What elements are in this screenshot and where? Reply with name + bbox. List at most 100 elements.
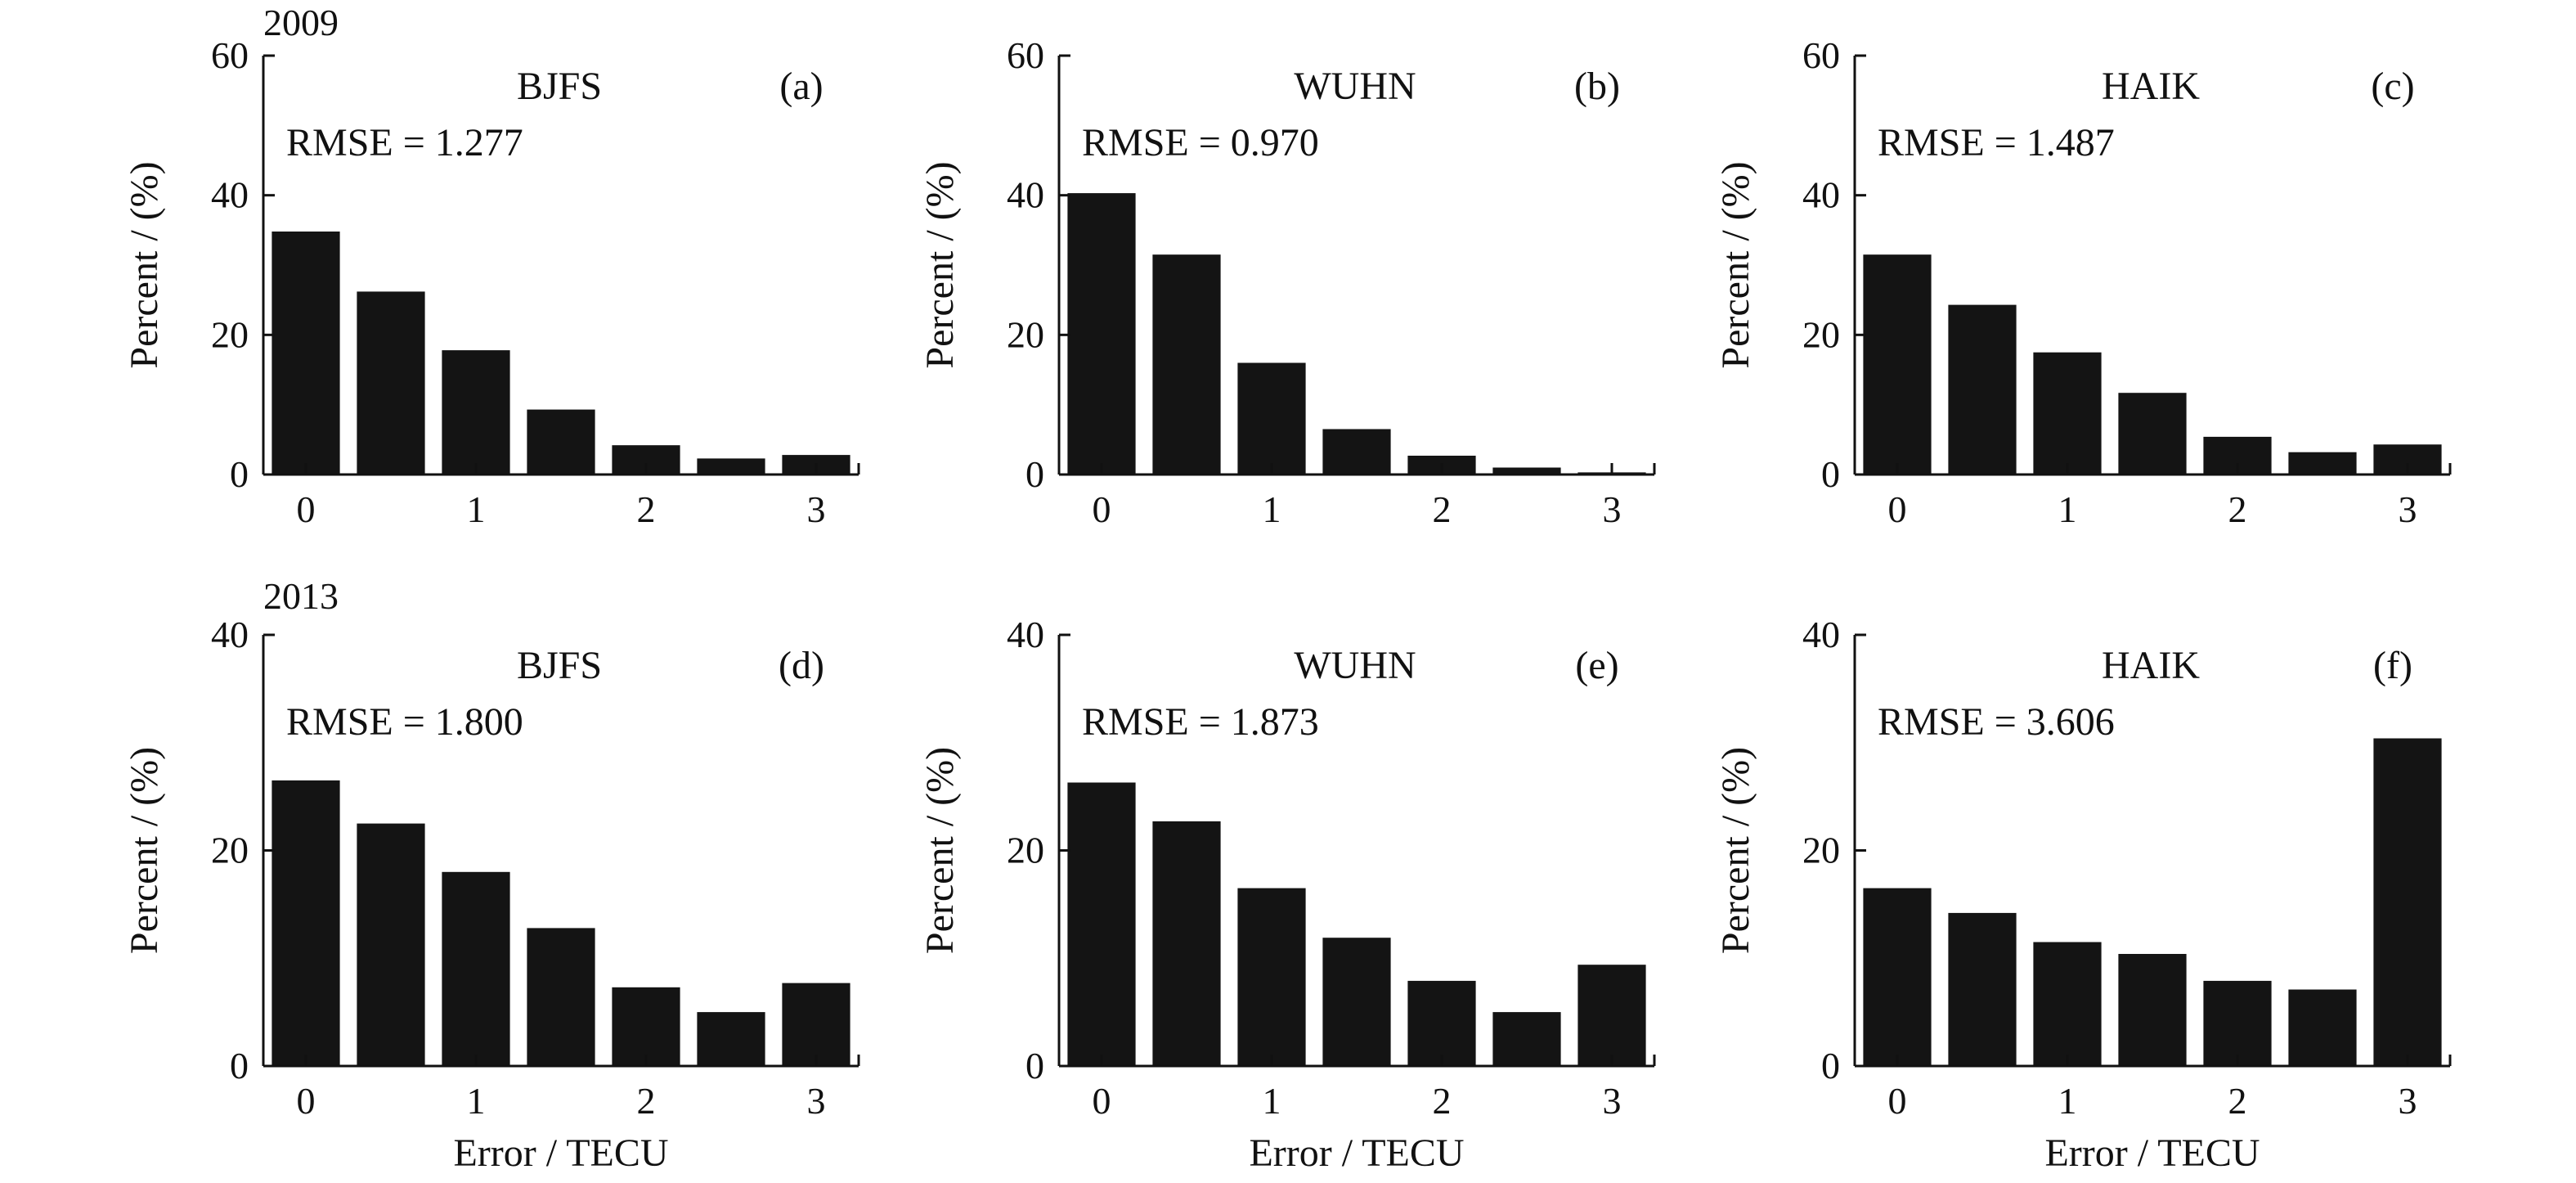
y-axis-label-a: Percent / (%) bbox=[123, 161, 166, 368]
x-tick-label-e-1: 1 bbox=[1263, 1080, 1281, 1122]
bar-b-5 bbox=[1492, 467, 1561, 475]
x-tick-label-c-0: 0 bbox=[1888, 488, 1907, 530]
y-axis-label-b: Percent / (%) bbox=[918, 161, 962, 368]
station-label-d: BJFS bbox=[517, 644, 602, 687]
chart-panel-f: 0 20 40 0 1 2 3 HAIK (f) RMSE = 3.606 Percent / (%… bbox=[1714, 614, 2452, 1175]
panel-label-f: (f) bbox=[2373, 644, 2412, 687]
bar-c-0 bbox=[1863, 254, 1932, 475]
y-axis-label-d: Percent / (%) bbox=[123, 747, 166, 954]
y-tick-label-d-0: 0 bbox=[230, 1045, 249, 1086]
rmse-label-a: RMSE = 1.277 bbox=[286, 121, 523, 164]
bar-e-0 bbox=[1067, 782, 1136, 1066]
x-tick-label-d-3: 3 bbox=[807, 1080, 826, 1122]
y-tick-label-f-20: 20 bbox=[1802, 830, 1840, 871]
bar-a-3 bbox=[527, 409, 595, 475]
bar-e-4 bbox=[1407, 980, 1476, 1066]
x-tick-label-b-2: 2 bbox=[1433, 488, 1452, 530]
bar-f-4 bbox=[2203, 980, 2272, 1066]
bar-a-1 bbox=[357, 291, 425, 475]
y-tick-label-a-40: 40 bbox=[211, 174, 249, 216]
bar-d-1 bbox=[357, 823, 425, 1066]
bar-e-3 bbox=[1322, 938, 1391, 1066]
bar-d-2 bbox=[442, 871, 510, 1066]
x-tick-label-f-0: 0 bbox=[1888, 1080, 1907, 1122]
panel-label-d: (d) bbox=[779, 644, 824, 687]
y-tick-label-a-60: 60 bbox=[211, 34, 249, 76]
chart-panel-a: 0 20 40 60 0 1 2 3 BJFS (a) RMSE = 1.277 Percent / … bbox=[123, 34, 860, 530]
y-tick-label-f-40: 40 bbox=[1802, 614, 1840, 655]
x-tick-label-d-1: 1 bbox=[467, 1080, 486, 1122]
y-tick-label-c-60: 60 bbox=[1802, 34, 1840, 76]
x-tick-label-c-2: 2 bbox=[2228, 488, 2247, 530]
station-label-b: WUHN bbox=[1294, 65, 1416, 108]
y-axis-label-f: Percent / (%) bbox=[1714, 747, 1757, 954]
panel-label-a: (a) bbox=[779, 65, 823, 108]
x-tick-label-f-1: 1 bbox=[2058, 1080, 2077, 1122]
panel-label-c: (c) bbox=[2371, 65, 2414, 108]
x-tick-label-e-0: 0 bbox=[1093, 1080, 1111, 1122]
bar-c-1 bbox=[1948, 304, 2017, 475]
station-label-f: HAIK bbox=[2102, 644, 2200, 687]
x-axis-label-d: Error / TECU bbox=[453, 1131, 668, 1175]
rmse-label-d: RMSE = 1.800 bbox=[286, 700, 523, 744]
x-tick-label-e-3: 3 bbox=[1603, 1080, 1622, 1122]
x-tick-label-d-2: 2 bbox=[637, 1080, 656, 1122]
bar-f-5 bbox=[2288, 989, 2357, 1066]
x-tick-label-b-3: 3 bbox=[1603, 488, 1622, 530]
y-tick-label-c-0: 0 bbox=[1821, 453, 1840, 495]
bar-e-6 bbox=[1577, 965, 1646, 1066]
y-axis-label-c: Percent / (%) bbox=[1714, 161, 1757, 368]
x-tick-label-f-2: 2 bbox=[2228, 1080, 2247, 1122]
x-tick-label-c-3: 3 bbox=[2399, 488, 2417, 530]
x-tick-label-e-2: 2 bbox=[1433, 1080, 1452, 1122]
chart-panel-d: 0 20 40 0 1 2 3 BJFS (d) RMSE = 1.800 Percent / (%… bbox=[123, 614, 860, 1175]
bar-f-1 bbox=[1948, 912, 2017, 1066]
rmse-label-e: RMSE = 1.873 bbox=[1082, 700, 1319, 744]
y-tick-label-d-40: 40 bbox=[211, 614, 249, 655]
rmse-label-f: RMSE = 3.606 bbox=[1878, 700, 2115, 744]
rmse-label-b: RMSE = 0.970 bbox=[1082, 121, 1319, 164]
x-tick-label-b-0: 0 bbox=[1093, 488, 1111, 530]
bar-b-0 bbox=[1067, 193, 1136, 475]
bar-d-5 bbox=[697, 1012, 765, 1066]
y-tick-label-d-20: 20 bbox=[211, 830, 249, 871]
y-tick-label-c-20: 20 bbox=[1802, 313, 1840, 355]
x-tick-label-a-0: 0 bbox=[297, 488, 316, 530]
x-tick-label-d-0: 0 bbox=[297, 1080, 316, 1122]
x-tick-label-a-2: 2 bbox=[637, 488, 656, 530]
x-tick-label-a-1: 1 bbox=[467, 488, 486, 530]
station-label-c: HAIK bbox=[2102, 65, 2200, 108]
chart-panel-b: 0 20 40 60 0 1 2 3 WUHN (b) RMSE = 0.970 Percent / … bbox=[918, 34, 1656, 530]
bar-c-3 bbox=[2118, 393, 2187, 475]
bar-b-3 bbox=[1322, 429, 1391, 475]
chart-panel-c: 0 20 40 60 0 1 2 3 HAIK (c) RMSE = 1.487 Percent / … bbox=[1714, 34, 2452, 530]
y-tick-label-e-0: 0 bbox=[1025, 1045, 1044, 1086]
y-tick-label-b-40: 40 bbox=[1007, 174, 1044, 216]
x-tick-label-f-3: 3 bbox=[2399, 1080, 2417, 1122]
bar-f-3 bbox=[2118, 954, 2187, 1066]
x-axis-label-f: Error / TECU bbox=[2044, 1131, 2260, 1175]
bar-f-0 bbox=[1863, 888, 1932, 1066]
y-tick-label-e-20: 20 bbox=[1007, 830, 1044, 871]
bar-d-6 bbox=[782, 983, 850, 1066]
bar-f-2 bbox=[2033, 942, 2102, 1066]
x-tick-label-b-1: 1 bbox=[1263, 488, 1281, 530]
bar-c-5 bbox=[2288, 452, 2357, 475]
y-tick-label-a-0: 0 bbox=[230, 453, 249, 495]
y-tick-label-c-40: 40 bbox=[1802, 174, 1840, 216]
row-label-2009: 2009 bbox=[263, 2, 339, 43]
bar-e-5 bbox=[1492, 1012, 1561, 1066]
y-tick-label-b-0: 0 bbox=[1025, 453, 1044, 495]
bar-e-1 bbox=[1152, 821, 1221, 1066]
y-axis-label-e: Percent / (%) bbox=[918, 747, 962, 954]
panel-label-b: (b) bbox=[1574, 65, 1620, 108]
bar-a-2 bbox=[442, 350, 510, 475]
x-axis-label-e: Error / TECU bbox=[1249, 1131, 1464, 1175]
bar-a-5 bbox=[697, 458, 765, 475]
bar-d-0 bbox=[272, 780, 340, 1066]
bar-a-0 bbox=[272, 232, 340, 475]
chart-panel-e: 0 20 40 0 1 2 3 WUHN (e) RMSE = 1.873 Percent / (%… bbox=[918, 614, 1656, 1175]
bar-b-2 bbox=[1237, 362, 1306, 475]
